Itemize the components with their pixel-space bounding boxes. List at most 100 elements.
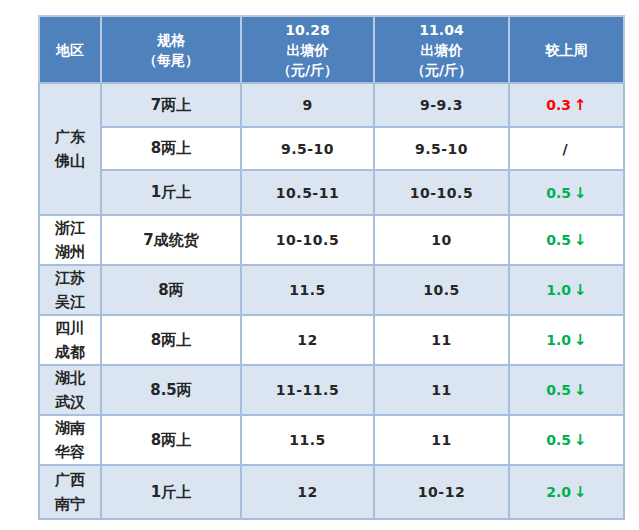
header-label: （每尾） [102, 50, 240, 70]
spec-cell: 8两上 [101, 315, 241, 365]
spec-cell: 8两 [101, 265, 241, 315]
up-arrow-icon: ↑ [574, 96, 587, 114]
header-label: 地区 [40, 40, 100, 60]
price-1104-cell: 9-9.3 [374, 83, 509, 127]
table-row: 广东 佛山 7两上 9 9-9.3 0.3↑ [39, 83, 624, 127]
down-arrow-icon: ↓ [574, 231, 587, 249]
region-cell-guangxi-nanning: 广西 南宁 [39, 465, 101, 519]
page: 地区 规格 （每尾） 10.28 出塘价 （元/斤） 11.04 出塘价 （元/… [0, 0, 639, 530]
header-label: 11.04 [375, 20, 508, 40]
change-number: / [562, 141, 567, 157]
price-1104-cell: 10-12 [374, 465, 509, 519]
price-1028-cell: 11-11.5 [241, 365, 374, 415]
spec-cell: 1斤上 [101, 465, 241, 519]
spec-cell: 7成统货 [101, 215, 241, 265]
region-name: 佛山 [40, 149, 100, 173]
region-name: 湖州 [40, 240, 100, 264]
spec-cell: 8两上 [101, 415, 241, 465]
down-arrow-icon: ↓ [574, 331, 587, 349]
price-1104-cell: 11 [374, 315, 509, 365]
down-arrow-icon: ↓ [574, 281, 587, 299]
region-name: 华容 [40, 440, 100, 464]
price-1104-cell: 11 [374, 415, 509, 465]
header-label: （元/斤） [375, 60, 508, 80]
down-arrow-icon: ↓ [574, 483, 587, 501]
down-arrow-icon: ↓ [574, 431, 587, 449]
table-row: 浙江 湖州 7成统货 10-10.5 10 0.5↓ [39, 215, 624, 265]
change-value: / [562, 141, 570, 157]
change-value: 1.0↓ [546, 332, 586, 348]
change-number: 0.5 [546, 185, 571, 201]
price-1104-cell: 10-10.5 [374, 170, 509, 215]
col-header-price-1028: 10.28 出塘价 （元/斤） [241, 16, 374, 83]
price-1028-cell: 9 [241, 83, 374, 127]
table-row: 8两上 9.5-10 9.5-10 / [39, 127, 624, 170]
table-row: 1斤上 10.5-11 10-10.5 0.5↓ [39, 170, 624, 215]
header-label: 出塘价 [375, 40, 508, 60]
col-header-change: 较上周 [509, 16, 624, 83]
change-value: 0.3↑ [546, 97, 586, 113]
change-number: 0.3 [546, 97, 571, 113]
change-cell: 0.5↓ [509, 170, 624, 215]
header-label: 规格 [102, 30, 240, 50]
spec-cell: 1斤上 [101, 170, 241, 215]
change-cell: 1.0↓ [509, 315, 624, 365]
header-label: 出塘价 [242, 40, 373, 60]
change-value: 2.0↓ [546, 484, 586, 500]
region-name: 广东 [40, 125, 100, 149]
change-number: 0.5 [546, 382, 571, 398]
region-name: 湖南 [40, 416, 100, 440]
region-cell-hubei-wuhan: 湖北 武汉 [39, 365, 101, 415]
change-number: 1.0 [546, 332, 571, 348]
table-row: 四川 成都 8两上 12 11 1.0↓ [39, 315, 624, 365]
change-cell: 0.5↓ [509, 415, 624, 465]
region-name: 吴江 [40, 290, 100, 314]
price-1104-cell: 10.5 [374, 265, 509, 315]
fish-price-table: 地区 规格 （每尾） 10.28 出塘价 （元/斤） 11.04 出塘价 （元/… [38, 15, 625, 520]
change-value: 0.5↓ [546, 232, 586, 248]
down-arrow-icon: ↓ [574, 381, 587, 399]
region-name: 成都 [40, 340, 100, 364]
spec-cell: 8两上 [101, 127, 241, 170]
price-1028-cell: 10-10.5 [241, 215, 374, 265]
price-1028-cell: 11.5 [241, 415, 374, 465]
spec-cell: 8.5两 [101, 365, 241, 415]
region-name: 江苏 [40, 266, 100, 290]
price-1104-cell: 9.5-10 [374, 127, 509, 170]
change-cell: / [509, 127, 624, 170]
price-1104-cell: 11 [374, 365, 509, 415]
change-value: 1.0↓ [546, 282, 586, 298]
table-row: 湖南 华容 8两上 11.5 11 0.5↓ [39, 415, 624, 465]
down-arrow-icon: ↓ [574, 184, 587, 202]
price-1028-cell: 11.5 [241, 265, 374, 315]
region-cell-hunan-huarong: 湖南 华容 [39, 415, 101, 465]
price-1104-cell: 10 [374, 215, 509, 265]
change-value: 0.5↓ [546, 432, 586, 448]
change-cell: 2.0↓ [509, 465, 624, 519]
change-number: 0.5 [546, 232, 571, 248]
table-row: 湖北 武汉 8.5两 11-11.5 11 0.5↓ [39, 365, 624, 415]
region-cell-guangdong-foshan: 广东 佛山 [39, 83, 101, 215]
change-cell: 0.3↑ [509, 83, 624, 127]
region-cell-zhejiang-huzhou: 浙江 湖州 [39, 215, 101, 265]
region-name: 武汉 [40, 390, 100, 414]
region-name: 湖北 [40, 366, 100, 390]
spec-cell: 7两上 [101, 83, 241, 127]
change-cell: 0.5↓ [509, 365, 624, 415]
header-row: 地区 规格 （每尾） 10.28 出塘价 （元/斤） 11.04 出塘价 （元/… [39, 16, 624, 83]
col-header-price-1104: 11.04 出塘价 （元/斤） [374, 16, 509, 83]
col-header-region: 地区 [39, 16, 101, 83]
change-number: 1.0 [546, 282, 571, 298]
region-name: 南宁 [40, 492, 100, 516]
region-name: 四川 [40, 316, 100, 340]
region-name: 广西 [40, 468, 100, 492]
region-name: 浙江 [40, 216, 100, 240]
region-cell-sichuan-chengdu: 四川 成都 [39, 315, 101, 365]
table-row: 广西 南宁 1斤上 12 10-12 2.0↓ [39, 465, 624, 519]
change-number: 0.5 [546, 432, 571, 448]
price-1028-cell: 10.5-11 [241, 170, 374, 215]
header-label: 较上周 [510, 40, 623, 60]
change-value: 0.5↓ [546, 382, 586, 398]
change-number: 2.0 [546, 484, 571, 500]
price-1028-cell: 12 [241, 465, 374, 519]
